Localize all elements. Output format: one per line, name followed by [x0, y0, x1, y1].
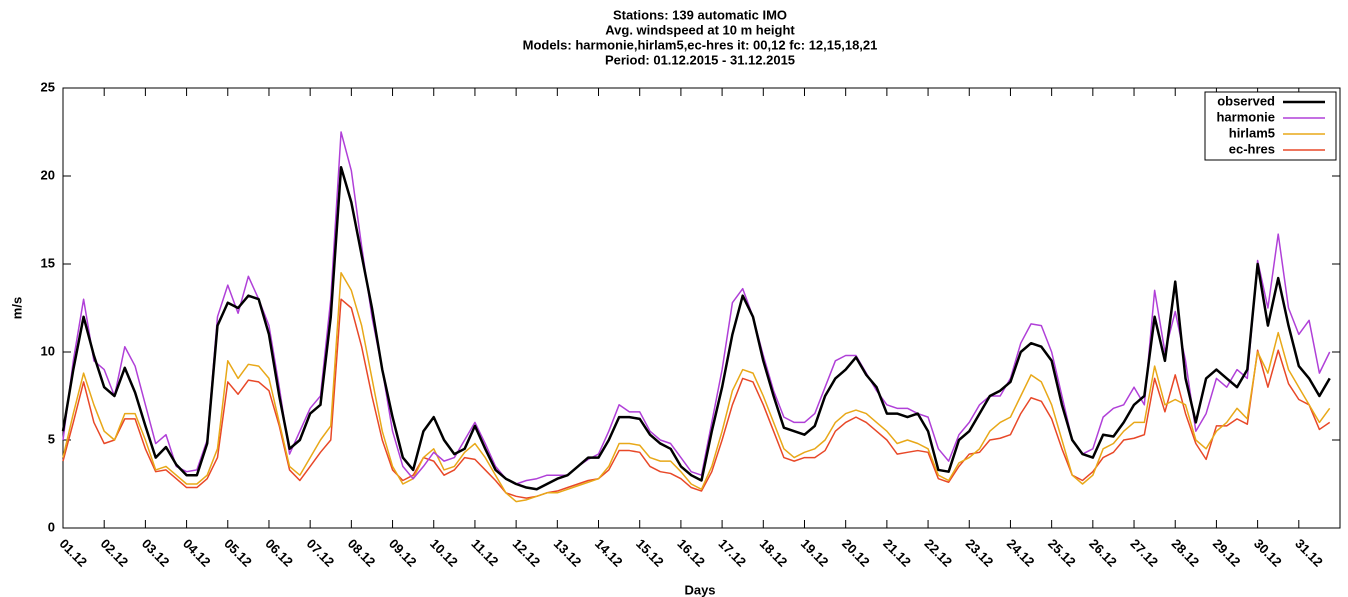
legend-label: harmonie	[1216, 109, 1275, 124]
legend-box	[1204, 91, 1337, 161]
x-tick-label: 03.12	[139, 536, 173, 570]
x-tick-label: 01.12	[56, 536, 90, 570]
y-tick-label: 20	[41, 167, 55, 182]
x-tick-label: 15.12	[633, 536, 667, 570]
x-tick-label: 29.12	[1210, 536, 1244, 570]
x-tick-label: 16.12	[674, 536, 708, 570]
x-tick-label: 07.12	[304, 536, 338, 570]
x-tick-label: 12.12	[510, 536, 544, 570]
x-tick-label: 13.12	[551, 536, 585, 570]
x-tick-label: 28.12	[1169, 536, 1203, 570]
legend-label: observed	[1217, 93, 1275, 108]
y-tick-label: 15	[41, 255, 55, 270]
x-tick-label: 21.12	[880, 536, 914, 570]
legend-label: hirlam5	[1229, 125, 1275, 140]
x-tick-label: 09.12	[386, 536, 420, 570]
chart-title: Models: harmonie,hirlam5,ec-hres it: 00,…	[523, 37, 878, 52]
x-tick-label: 23.12	[963, 536, 997, 570]
x-tick-label: 26.12	[1086, 536, 1120, 570]
x-tick-label: 25.12	[1045, 536, 1079, 570]
y-tick-label: 0	[48, 519, 55, 534]
x-tick-label: 06.12	[262, 536, 296, 570]
x-tick-label: 31.12	[1292, 536, 1326, 570]
x-tick-label: 24.12	[1004, 536, 1038, 570]
series-line	[62, 131, 1331, 485]
x-tick-label: 27.12	[1127, 536, 1161, 570]
chart-title: Avg. windspeed at 10 m height	[605, 22, 795, 37]
x-axis-label: Days	[684, 582, 715, 597]
x-tick-label: 20.12	[839, 536, 873, 570]
x-tick-label: 02.12	[98, 536, 132, 570]
series-line	[61, 165, 1331, 491]
series-line	[62, 272, 1331, 503]
x-tick-label: 17.12	[716, 536, 750, 570]
y-tick-label: 10	[41, 343, 55, 358]
y-tick-label: 5	[48, 431, 55, 446]
x-tick-label: 04.12	[180, 536, 214, 570]
y-tick-label: 25	[41, 79, 55, 94]
chart-title: Stations: 139 automatic IMO	[613, 7, 787, 22]
x-tick-label: 08.12	[345, 536, 379, 570]
x-tick-label: 11.12	[468, 536, 501, 569]
x-tick-label: 10.12	[427, 536, 461, 570]
chart-title: Period: 01.12.2015 - 31.12.2015	[605, 52, 795, 67]
x-tick-label: 05.12	[221, 536, 255, 570]
series-line	[62, 298, 1331, 499]
x-tick-label: 14.12	[592, 536, 626, 570]
plot-frame	[62, 87, 1341, 529]
legend-label: ec-hres	[1229, 141, 1275, 156]
x-tick-label: 22.12	[922, 536, 956, 570]
x-tick-label: 30.12	[1251, 536, 1285, 570]
x-tick-label: 18.12	[757, 536, 791, 570]
x-tick-label: 19.12	[798, 536, 832, 570]
y-axis-label: m/s	[9, 297, 24, 319]
